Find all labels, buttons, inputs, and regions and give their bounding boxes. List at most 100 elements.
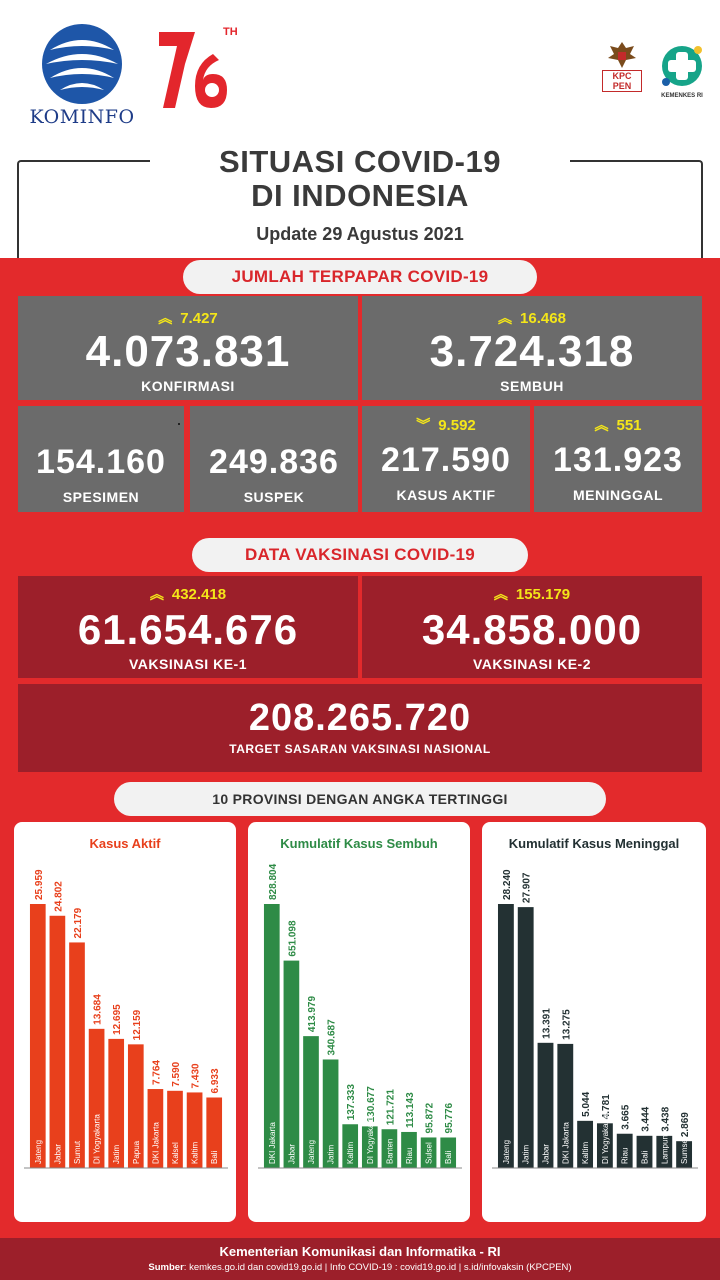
value-label-dki-jakarta: 828.804: [268, 863, 279, 900]
value-label-sulsel: 95.872: [425, 1102, 436, 1133]
value-label-jatim: 340.687: [327, 1019, 338, 1056]
value-label-sumut: 22.179: [73, 907, 84, 938]
bar-bali: [440, 1137, 457, 1168]
sembuh-delta: 16.468: [520, 310, 566, 327]
sembuh-value: 3.724.318: [429, 327, 635, 376]
category-label-kaltim: Kaltim: [581, 1141, 590, 1164]
category-label-jateng: Jateng: [34, 1140, 43, 1164]
bar-jabar: [537, 1042, 554, 1168]
value-label-di-yogyakarta: 4.781: [601, 1094, 612, 1119]
vaksinasi-1-value: 61.654.676: [77, 606, 299, 653]
kasus-aktif-label: KASUS AKTIF: [396, 487, 496, 503]
category-label-jatim: Jatim: [522, 1145, 531, 1164]
value-label-kalsel: 7.590: [171, 1061, 182, 1086]
category-label-kalsel: Kalsel: [171, 1142, 180, 1164]
value-label-jateng: 413.979: [307, 996, 318, 1033]
value-label-dki-jakarta: 13.275: [561, 1009, 572, 1040]
footer-ministry: Kementerian Komunikasi dan Informatika -…: [219, 1244, 501, 1259]
value-label-jabar: 24.802: [53, 881, 64, 912]
bar-papua: [127, 1044, 144, 1168]
category-label-bali: Bali: [210, 1150, 219, 1164]
category-label-jabar: Jabar: [53, 1144, 62, 1164]
category-label-sumut: Sumut: [73, 1140, 82, 1164]
bar-jatim: [108, 1038, 125, 1168]
bar-sulsel: [420, 1137, 437, 1168]
chart-title-kasus-aktif: Kasus Aktif: [89, 836, 161, 851]
kasus-aktif-value: 217.590: [381, 441, 511, 479]
bar-jateng: [29, 904, 46, 1168]
category-label-kaltim: Kaltim: [191, 1141, 200, 1164]
konfirmasi-label: KONFIRMASI: [141, 378, 235, 394]
value-label-papua: 12.159: [132, 1009, 143, 1040]
bar-jatim: [322, 1059, 339, 1168]
bar-jateng: [497, 904, 514, 1168]
bar-jabar: [283, 960, 300, 1168]
bar-sumsel: [676, 1141, 693, 1168]
chart-svg-kasus-aktif: 25.959 Jateng 24.802 Jabar 22.179 Sumut 13.684…: [24, 869, 228, 1169]
target-label: TARGET SASARAN VAKSINASI NASIONAL: [229, 742, 491, 756]
update-date: Update 29 Agustus 2021: [256, 224, 464, 244]
target-card: 208.265.720 TARGET SASARAN VAKSINASI NAS…: [18, 684, 702, 772]
value-label-jateng: 25.959: [34, 869, 45, 900]
footer-sources: Sumber: kemkes.go.id dan covid19.go.id |…: [0, 1262, 720, 1273]
vaksinasi-2-delta: 155.179: [515, 586, 571, 603]
spesimen-card: 154.160 SPESIMEN: [18, 406, 184, 512]
value-label-kaltim: 5.044: [581, 1091, 592, 1116]
value-label-di-yogyakarta: 130.677: [366, 1086, 377, 1123]
category-label-jatim: Jatim: [327, 1145, 336, 1164]
bar-bali: [636, 1135, 653, 1168]
anniversary-suffix: TH: [223, 26, 238, 38]
value-label-jatim: 27.907: [522, 872, 533, 903]
chevron-up-icon: ︽: [498, 310, 513, 326]
bar-dki-jakarta: [557, 1043, 574, 1168]
meninggal-label: MENINGGAL: [572, 487, 664, 503]
bar-di-yogyakarta: [88, 1028, 105, 1168]
category-label-jateng: Jateng: [502, 1140, 511, 1164]
vaksinasi-1-card: ︽ 432.418 61.654.676 VAKSINASI KE-1: [18, 576, 358, 678]
category-label-riau: Riau: [621, 1148, 630, 1164]
category-label-dki-jakarta: DKI Jakarta: [268, 1122, 277, 1164]
kpcpen-label: KPC PEN: [602, 70, 642, 92]
spesimen-value: 154.160: [36, 443, 166, 481]
sembuh-label: SEMBUH: [500, 378, 564, 394]
value-label-riau: 113.143: [405, 1092, 416, 1128]
category-label-papua: Papua: [132, 1140, 141, 1164]
value-label-bali: 95.776: [444, 1102, 455, 1133]
category-label-riau: Riau: [405, 1148, 414, 1164]
title-line-2: DI INDONESIA: [251, 178, 469, 213]
kominfo-emblem-icon: [42, 24, 122, 104]
kpcpen-logo: KPC PEN: [602, 40, 642, 102]
bar-dki-jakarta: [147, 1089, 164, 1168]
category-label-jabar: Jabar: [542, 1144, 551, 1164]
category-label-di-yogyakarta: DI Yogyakarta: [93, 1114, 102, 1164]
category-label-kaltim: Kaltim: [346, 1141, 355, 1164]
category-label-jatim: Jatim: [112, 1145, 121, 1164]
bar-jatim: [517, 907, 534, 1168]
bar-bali: [206, 1097, 223, 1168]
chart-kumulatif-meninggal: Kumulatif Kasus Meninggal 28.240 Jateng 27…: [482, 822, 706, 1222]
bar-banten: [381, 1129, 398, 1168]
suspek-card: 249.836 SUSPEK: [190, 406, 358, 512]
anniversary-76-logo: TH: [155, 24, 250, 114]
sembuh-card: ︽ 16.468 3.724.318 SEMBUH: [362, 296, 702, 400]
vaksinasi-1-label: VAKSINASI KE-1: [129, 656, 247, 672]
footer-source-label: Sumber: [148, 1262, 184, 1273]
bar-dki-jakarta: [263, 904, 280, 1168]
category-label-bali: Bali: [444, 1150, 453, 1164]
category-label-sulsel: Sulsel: [425, 1142, 434, 1164]
bar-kaltim: [342, 1124, 359, 1168]
vaksinasi-2-label: VAKSINASI KE-2: [473, 656, 591, 672]
value-label-kaltim: 7.430: [191, 1063, 202, 1088]
bar-kaltim: [577, 1120, 594, 1168]
kominfo-logo: KOMINFO: [22, 20, 142, 130]
value-label-kaltim: 137.333: [346, 1084, 357, 1121]
vaksinasi-2-value: 34.858.000: [421, 606, 643, 653]
anniversary-76-icon: [159, 32, 227, 108]
chart-svg-kumulatif-meninggal: 28.240 Jateng 27.907 Jatim 13.391 Jabar 13.275…: [492, 869, 698, 1169]
footer: Kementerian Komunikasi dan Informatika -…: [0, 1238, 720, 1280]
value-label-banten: 121.721: [385, 1089, 396, 1126]
bar-kalsel: [167, 1090, 183, 1168]
meninggal-value: 131.923: [553, 441, 683, 479]
bar-lampung: [656, 1135, 673, 1168]
page-title: SITUASI COVID-19 DI INDONESIA: [0, 145, 720, 213]
